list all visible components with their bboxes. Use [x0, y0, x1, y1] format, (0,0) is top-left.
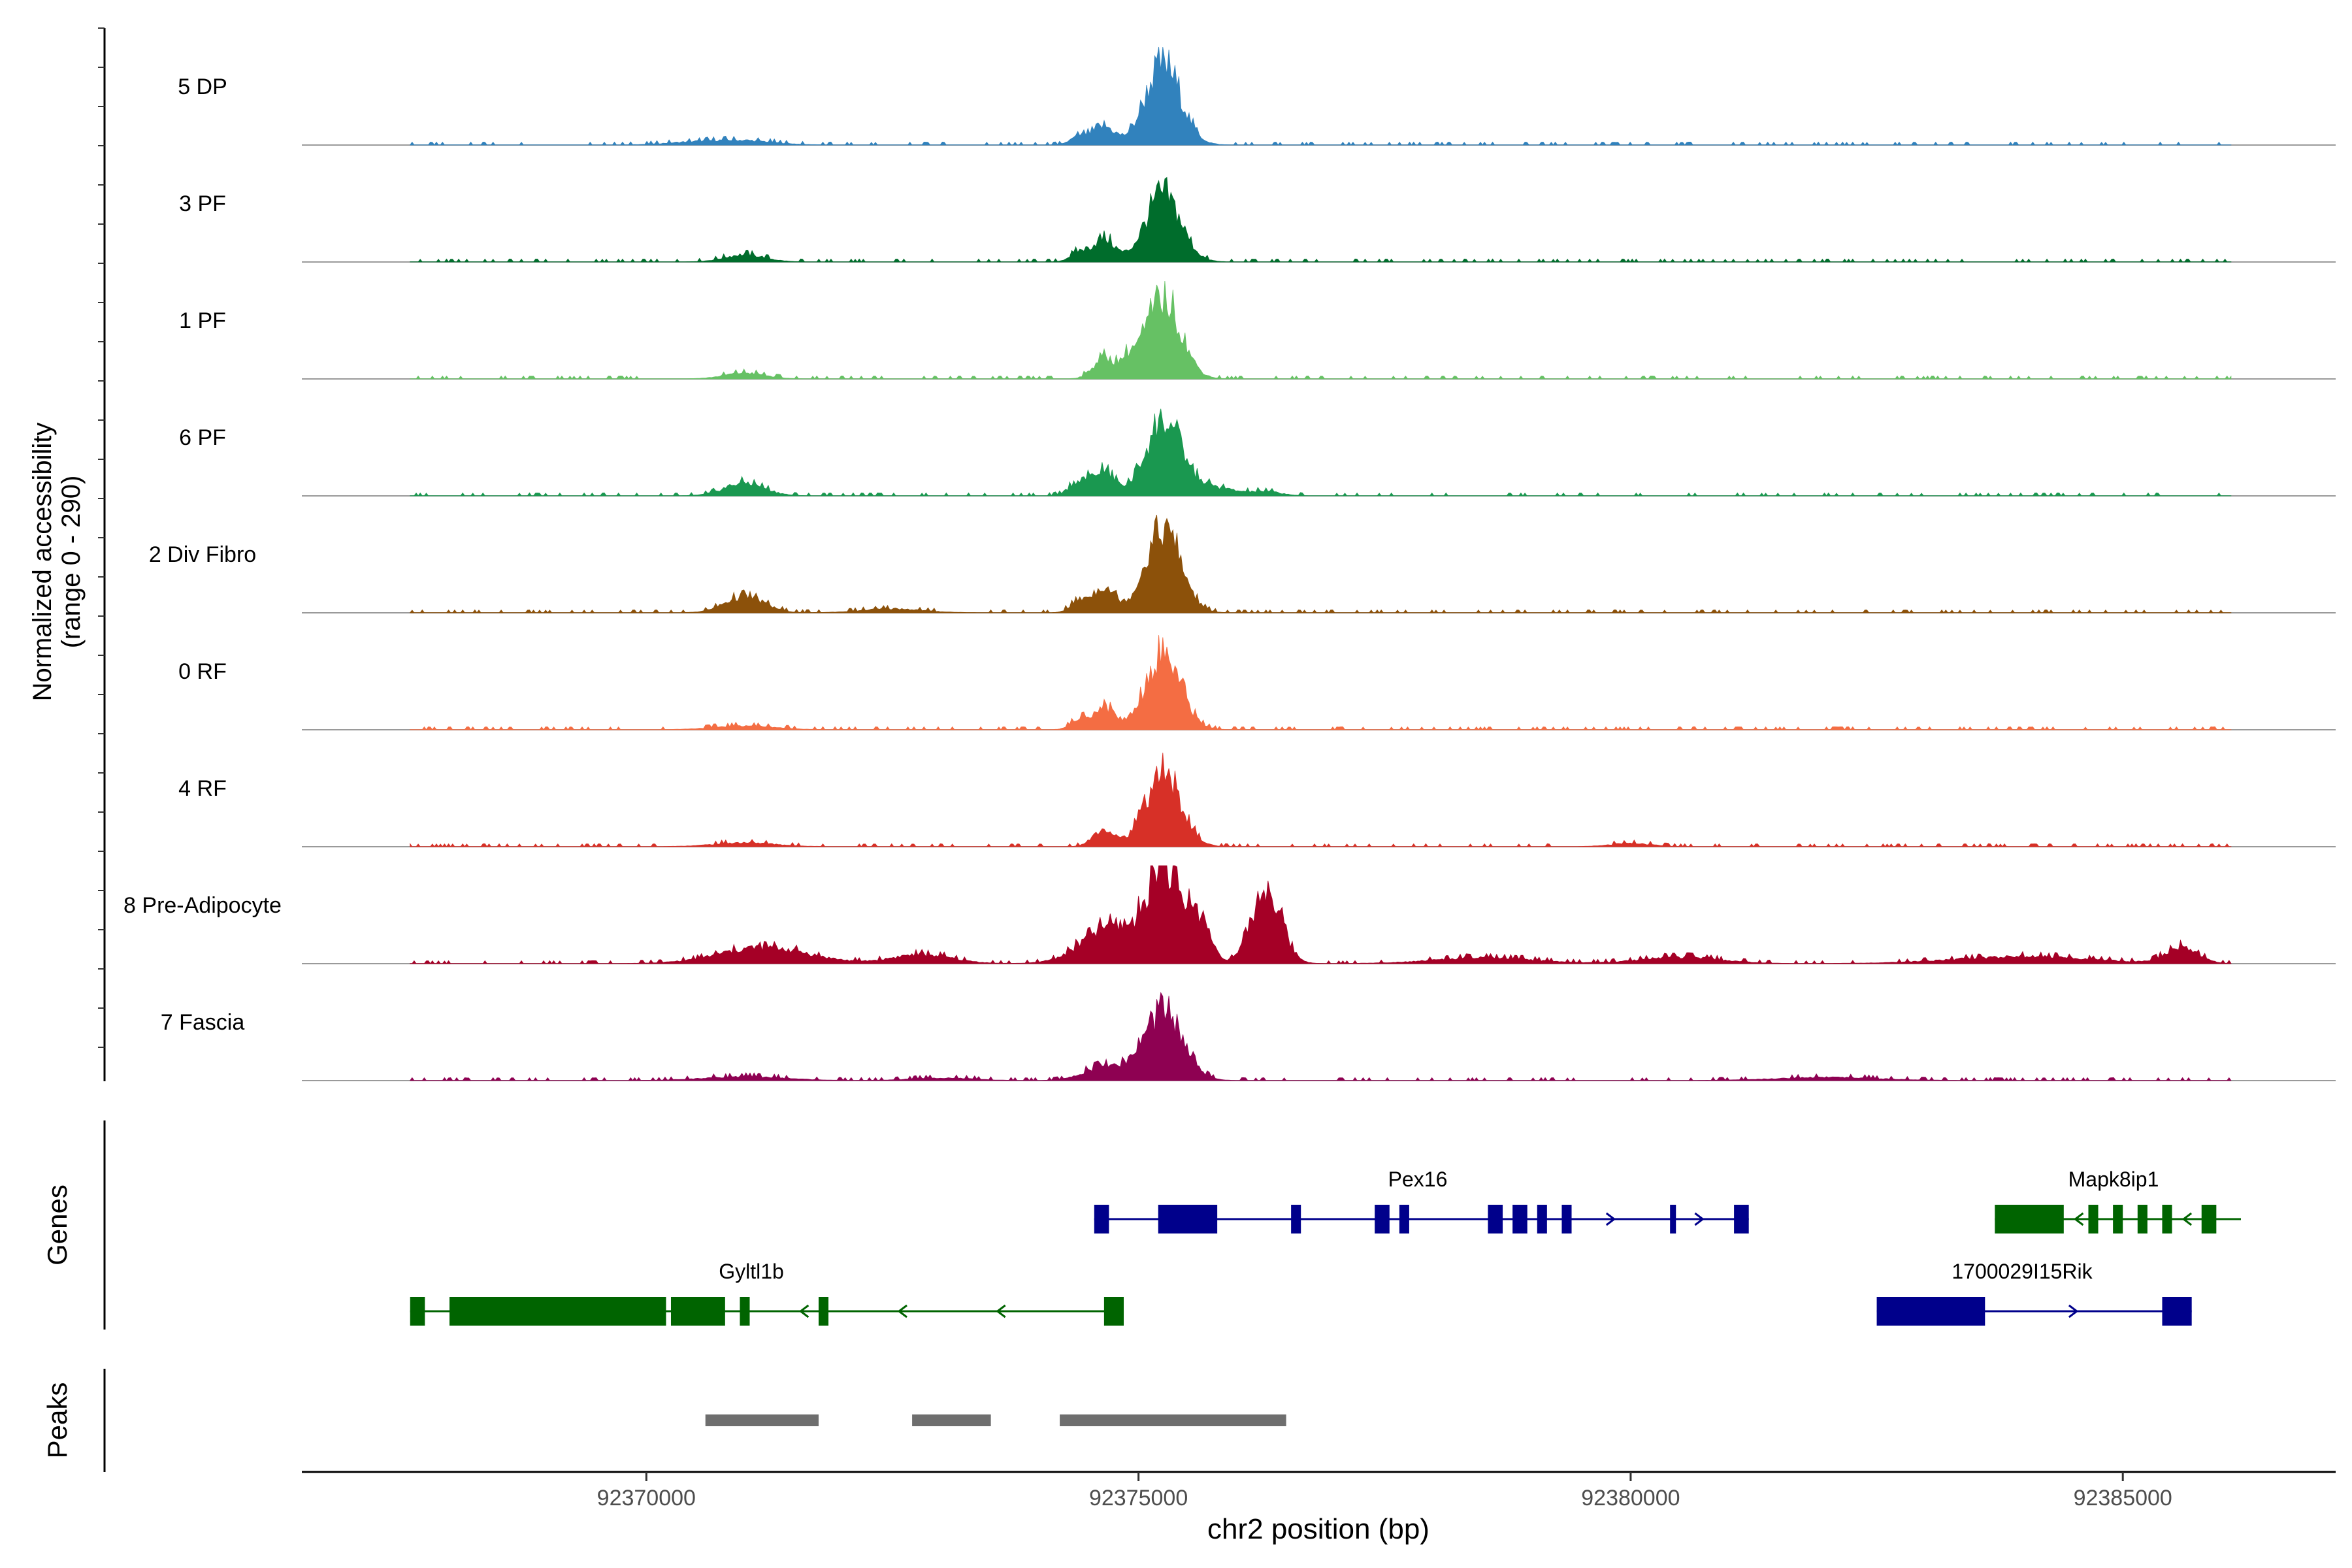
gene-exon	[1734, 1205, 1749, 1233]
x-tick-label: 92370000	[597, 1486, 696, 1511]
coverage-area	[410, 408, 2232, 497]
y-axis-label-line-2: (range 0 - 290)	[57, 476, 86, 649]
strand-arrow	[798, 1304, 809, 1318]
track-label: 2 Div Fibro	[149, 542, 256, 567]
strand-arrow	[2073, 1212, 2084, 1226]
track-2-div-fibro: 2 Div Fibro	[149, 514, 2336, 613]
gene-pex16: Pex16	[1094, 1168, 1749, 1233]
gene-exon	[1291, 1205, 1301, 1233]
strand-arrow	[1694, 1212, 1705, 1226]
strand-arrow	[2068, 1304, 2079, 1318]
x-tick-label: 92375000	[1089, 1486, 1188, 1511]
track-5-dp: 5 DP	[178, 46, 2336, 146]
peak-region	[1060, 1414, 1286, 1426]
coverage-area	[410, 865, 2232, 964]
y-axis-label-line-1: Normalized accessibility	[28, 423, 57, 702]
gene-exon	[449, 1297, 666, 1326]
peaks-panel: Peaks	[42, 1369, 1286, 1472]
coverage-area	[410, 514, 2232, 613]
genes-panel: Genes Pex16 Mapk8ip1 Gyltl1b 1700029I15Rik	[42, 1120, 2241, 1330]
gene-exon	[1375, 1205, 1390, 1233]
track-label: 0 RF	[178, 659, 227, 684]
gene-exon	[2088, 1205, 2099, 1233]
gene-gyltl1b: Gyltl1b	[410, 1260, 1124, 1326]
coverage-area	[410, 753, 2232, 847]
gene-exon	[740, 1297, 750, 1326]
track-0-rf: 0 RF	[178, 635, 2336, 730]
gene-exon	[2113, 1205, 2123, 1233]
peak-regions	[705, 1414, 1286, 1426]
track-8-pre-adipocyte: 8 Pre-Adipocyte	[123, 865, 2336, 964]
gene-mapk8ip1: Mapk8ip1	[1995, 1168, 2241, 1233]
track-label: 3 PF	[179, 191, 226, 216]
gene-exon	[1103, 1297, 1124, 1326]
track-label: 5 DP	[178, 74, 227, 99]
track-label: 4 RF	[178, 776, 227, 801]
strand-arrow	[1605, 1212, 1616, 1226]
x-tick-label: 92385000	[2074, 1486, 2172, 1511]
gene-exon	[1670, 1205, 1676, 1233]
track-label: 6 PF	[179, 425, 226, 450]
gene-1700029i15rik: 1700029I15Rik	[1876, 1260, 2192, 1326]
gene-models: Pex16 Mapk8ip1 Gyltl1b 1700029I15Rik	[410, 1168, 2241, 1326]
coverage-area	[410, 635, 2232, 730]
track-1-pf: 1 PF	[179, 280, 2336, 380]
strand-arrow	[996, 1304, 1006, 1318]
track-7-fascia: 7 Fascia	[161, 992, 2336, 1081]
gene-exon	[2137, 1205, 2148, 1233]
gene-exon	[670, 1297, 725, 1326]
strand-arrow	[2181, 1212, 2193, 1226]
coverage-area	[410, 992, 2232, 1081]
gene-exon	[1561, 1205, 1572, 1233]
gene-exon	[410, 1297, 425, 1326]
coverage-area	[410, 46, 2232, 146]
coverage-panel: Normalized accessibility (range 0 - 290)…	[28, 27, 2336, 1081]
gene-label: Gyltl1b	[719, 1260, 784, 1283]
strand-arrow	[897, 1304, 907, 1318]
genes-panel-label: Genes	[42, 1184, 73, 1266]
track-label: 1 PF	[179, 308, 226, 333]
x-axis: 92370000 92375000 92380000 92385000 chr2 po…	[302, 1471, 2336, 1545]
gene-exon	[1158, 1205, 1218, 1233]
gene-exon	[1488, 1205, 1503, 1233]
gene-label: Mapk8ip1	[2068, 1168, 2159, 1191]
gene-exon	[1876, 1297, 1985, 1326]
peak-region	[912, 1414, 991, 1426]
track-label: 8 Pre-Adipocyte	[123, 893, 282, 918]
gene-exon	[1512, 1205, 1527, 1233]
coverage-area	[410, 176, 2232, 263]
gene-exon	[1995, 1205, 2064, 1233]
gene-label: 1700029I15Rik	[1952, 1260, 2093, 1283]
peak-region	[705, 1414, 819, 1426]
coverage-area	[410, 280, 2232, 380]
x-axis-label: chr2 position (bp)	[1207, 1513, 1429, 1545]
x-axis-ticks: 92370000 92375000 92380000 92385000	[597, 1472, 2172, 1511]
gene-exon	[1094, 1205, 1109, 1233]
track-4-rf: 4 RF	[178, 753, 2336, 847]
x-tick-label: 92380000	[1581, 1486, 1680, 1511]
coverage-tracks: 5 DP 3 PF 1 PF 6 PF 2 Div Fibro 0 RF 4 RF 8 Pre…	[123, 46, 2336, 1081]
gene-exon	[818, 1297, 829, 1326]
track-3-pf: 3 PF	[179, 176, 2336, 263]
track-6-pf: 6 PF	[179, 408, 2336, 497]
track-label: 7 Fascia	[161, 1010, 245, 1035]
gene-exon	[2162, 1205, 2172, 1233]
gene-label: Pex16	[1388, 1168, 1448, 1191]
gene-exon	[2201, 1205, 2217, 1233]
gene-exon	[1537, 1205, 1547, 1233]
gene-exon	[2162, 1297, 2192, 1326]
gene-exon	[1399, 1205, 1409, 1233]
coverage-y-ticks	[98, 27, 105, 1048]
peaks-panel-label: Peaks	[42, 1382, 73, 1459]
